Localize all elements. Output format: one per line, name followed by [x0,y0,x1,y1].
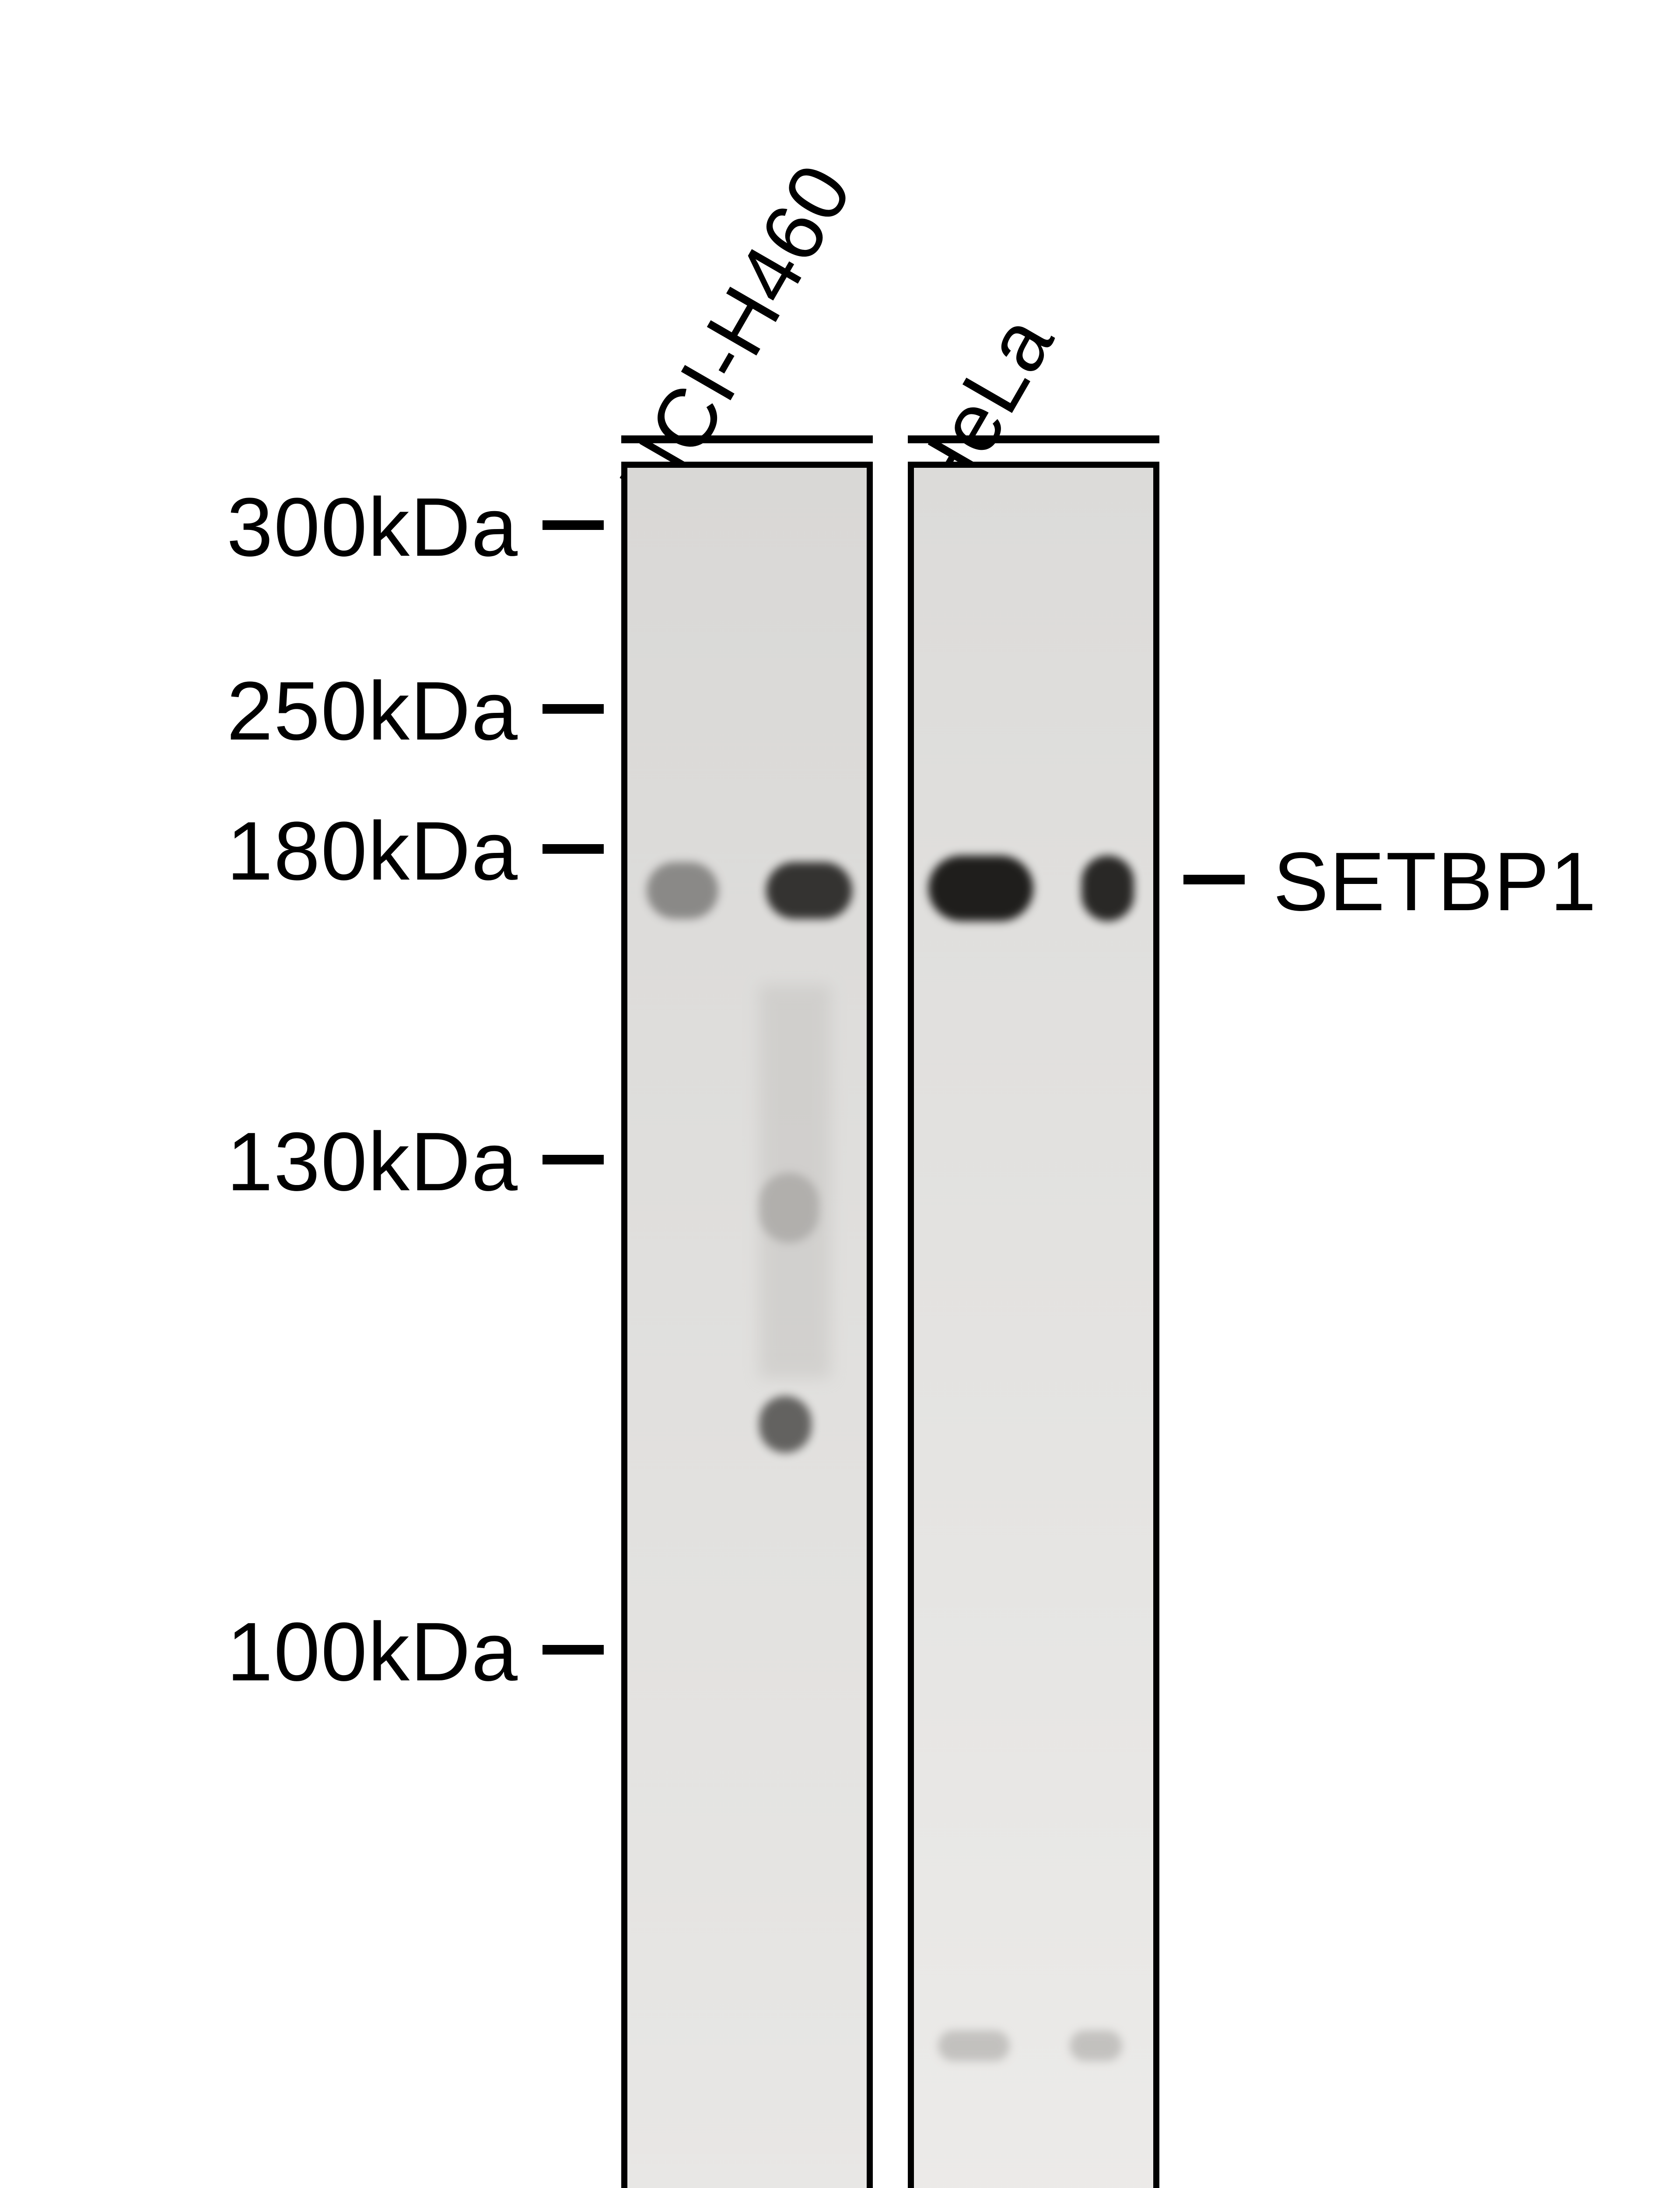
mw-label-130kda: 130kDa [227,1114,518,1210]
band [1070,2030,1122,2061]
mw-tick-250kda [542,704,604,714]
band [759,1173,819,1243]
mw-label-100kda: 100kDa [227,1604,518,1700]
target-label: SETBP1 [1273,834,1597,929]
mw-tick-300kda [542,520,604,530]
lane-strip-nci-h460 [621,462,873,2188]
mw-tick-180kda [542,844,604,854]
target-tick [1183,875,1245,884]
lane-underline-nci-h460 [621,435,873,443]
mw-tick-130kda [542,1155,604,1164]
mw-label-180kda: 180kDa [227,803,518,899]
band [759,1396,812,1453]
mw-tick-100kda [542,1645,604,1655]
lane-underline-hela [908,435,1159,443]
band [647,862,718,919]
mw-label-300kda: 300kDa [227,480,518,575]
band [938,2030,1010,2061]
band [1082,856,1134,921]
band [766,862,852,919]
lane-strip-hela [908,462,1159,2188]
band [928,856,1034,921]
mw-label-250kda: 250kDa [227,663,518,759]
